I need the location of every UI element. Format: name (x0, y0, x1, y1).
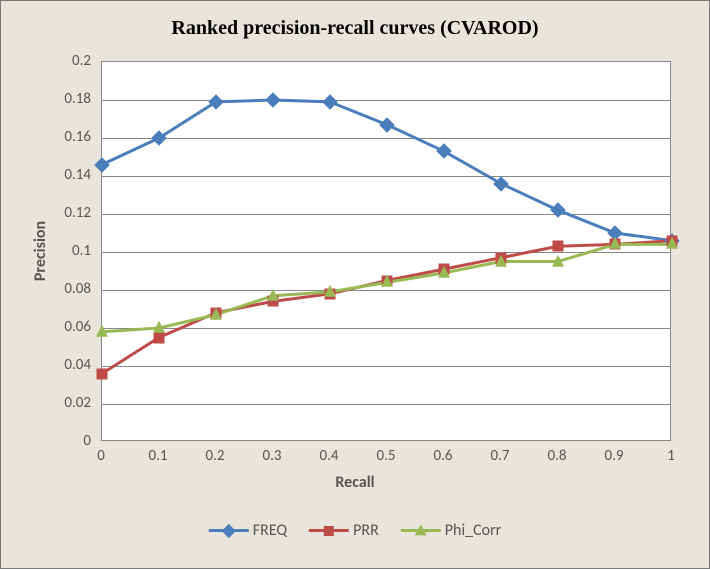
legend-item-prr: PRR (309, 521, 379, 540)
chart-figure: Ranked precision-recall curves (CVAROD) 0… (0, 0, 710, 569)
series-marker-phi_corr (552, 254, 564, 266)
legend-label: FREQ (253, 521, 287, 540)
series-line-phi_corr (102, 244, 672, 331)
x-tick-label: 0.6 (434, 447, 453, 465)
legend-line-icon (309, 529, 349, 532)
series-marker-phi_corr (153, 321, 165, 333)
x-tick-label: 0.7 (491, 447, 510, 465)
y-axis-label: Precision (31, 216, 50, 286)
x-tick-label: 0 (97, 447, 105, 465)
series-marker-phi_corr (495, 254, 507, 266)
series-marker-phi_corr (210, 307, 222, 319)
legend-marker-icon (415, 524, 427, 535)
series-marker-phi_corr (438, 266, 450, 278)
legend-item-freq: FREQ (209, 521, 287, 540)
legend-marker-icon (324, 526, 334, 536)
series-marker-phi_corr (609, 237, 621, 249)
series-marker-phi_corr (666, 237, 678, 249)
chart-title: Ranked precision-recall curves (CVAROD) (1, 17, 709, 40)
x-axis-label: Recall (1, 473, 709, 492)
legend: FREQ PRR Phi_Corr (209, 521, 501, 540)
x-tick-label: 0.3 (263, 447, 282, 465)
series-marker-phi_corr (324, 285, 336, 297)
x-tick-label: 0.9 (605, 447, 624, 465)
legend-line-icon (209, 529, 249, 532)
x-tick-label: 0.1 (149, 447, 168, 465)
series-marker-phi_corr (96, 325, 108, 337)
x-tick-label: 0.4 (320, 447, 339, 465)
series-marker-phi_corr (381, 275, 393, 287)
plot-area (101, 61, 671, 441)
legend-item-phi_corr: Phi_Corr (401, 521, 501, 540)
legend-label: PRR (353, 521, 379, 540)
series-marker-prr (97, 368, 108, 379)
x-tick-label: 0.2 (206, 447, 225, 465)
x-tick-label: 0.5 (377, 447, 396, 465)
series-marker-phi_corr (267, 288, 279, 300)
series-marker-prr (553, 241, 564, 252)
legend-line-icon (401, 529, 441, 532)
legend-marker-icon (222, 523, 236, 537)
legend-label: Phi_Corr (445, 521, 501, 540)
x-tick-label: 1 (667, 447, 675, 465)
series-line-prr (102, 241, 672, 374)
series-marker-prr (154, 332, 165, 343)
x-tick-label: 0.8 (548, 447, 567, 465)
